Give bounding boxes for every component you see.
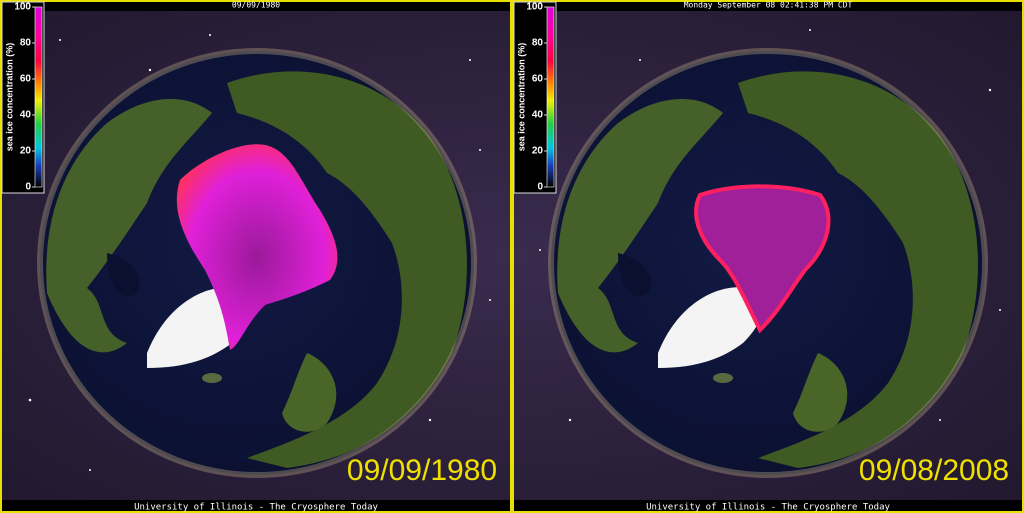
sea-ice xyxy=(694,184,831,334)
colorbar-tick-label: 20 xyxy=(532,146,544,157)
header-text: 09/09/1980 xyxy=(232,1,280,10)
colorbar-tick-label: 40 xyxy=(532,110,544,121)
colorbar-tick-label: 0 xyxy=(537,182,543,193)
date-label: 09/09/1980 xyxy=(347,454,497,487)
date-label: 09/08/2008 xyxy=(859,454,1009,487)
colorbar-tick-label: 60 xyxy=(20,74,32,85)
panel-border xyxy=(0,0,512,513)
colorbar-tick-label: 100 xyxy=(14,2,31,13)
footer-text: University of Illinois - The Cryosphere … xyxy=(646,503,890,513)
colorbar xyxy=(546,6,555,188)
colorbar-tick-label: 100 xyxy=(526,2,543,13)
header-text: Monday September 08 02:41:38 PM CDT xyxy=(684,1,853,10)
colorbar-tick-label: 0 xyxy=(25,182,31,193)
colorbar-label: sea ice concentration (%) xyxy=(4,43,14,152)
sea-ice xyxy=(176,144,338,350)
colorbar-label: sea ice concentration (%) xyxy=(516,43,526,152)
colorbar-tick-label: 60 xyxy=(532,74,544,85)
colorbar-tick-label: 40 xyxy=(20,110,32,121)
colorbar-tick-label: 20 xyxy=(20,146,32,157)
colorbar-tick-label: 80 xyxy=(532,38,544,49)
footer-text: University of Illinois - The Cryosphere … xyxy=(134,503,378,513)
colorbar-tick-label: 80 xyxy=(20,38,32,49)
colorbar xyxy=(34,6,43,188)
panel-border xyxy=(512,0,1024,513)
stars xyxy=(28,29,1001,471)
